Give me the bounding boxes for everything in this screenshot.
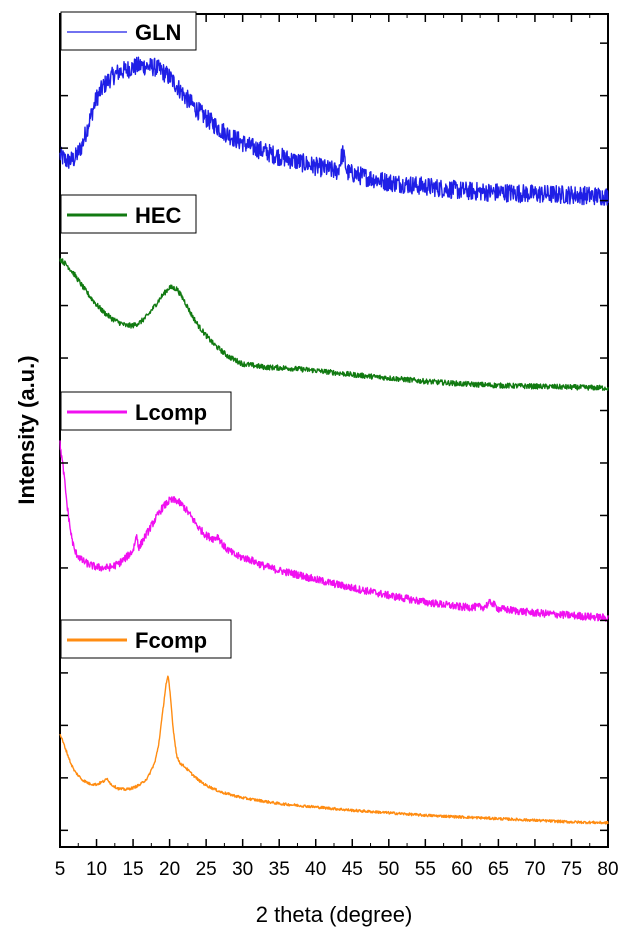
x-tick-label: 35: [269, 859, 290, 880]
x-tick-label: 20: [159, 859, 180, 880]
x-tick-label: 45: [342, 859, 363, 880]
legend-item-hec: HEC: [60, 194, 197, 234]
x-axis-title: 2 theta (degree): [256, 902, 413, 927]
x-tick-label: 70: [524, 859, 545, 880]
x-tick-label: 80: [597, 859, 618, 880]
x-tick-label: 60: [451, 859, 472, 880]
x-tick-label: 75: [561, 859, 582, 880]
x-tick-label: 25: [196, 859, 217, 880]
legend-item-fcomp: Fcomp: [60, 619, 232, 659]
series-line-hec: [59, 257, 609, 391]
x-tick-label: 30: [232, 859, 253, 880]
x-tick-label: 40: [305, 859, 326, 880]
x-tick-label: 5: [55, 859, 66, 880]
series-line-fcomp: [59, 675, 609, 825]
ticks-layer: 5 10 15 20 25 30 35 40 45 50 55 60 65 70 75 80: [55, 14, 619, 880]
series-layer: [59, 56, 609, 825]
legend-label: HEC: [135, 203, 182, 228]
series-line-lcomp: [59, 440, 609, 622]
series-line-gln: [59, 56, 609, 206]
legend-layer: GLN HEC Lcomp Fcomp: [60, 11, 232, 659]
x-tick-label: 10: [86, 859, 107, 880]
legend-item-gln: GLN: [60, 11, 197, 51]
legend-label: GLN: [135, 20, 181, 45]
x-tick-label: 55: [415, 859, 436, 880]
y-axis-title: Intensity (a.u.): [14, 355, 39, 504]
x-tick-label: 50: [378, 859, 399, 880]
legend-box: [60, 11, 197, 51]
legend-label: Lcomp: [135, 400, 207, 425]
legend-label: Fcomp: [135, 628, 207, 653]
x-tick-label: 65: [488, 859, 509, 880]
x-tick-label: 15: [122, 859, 143, 880]
legend-item-lcomp: Lcomp: [60, 391, 232, 431]
